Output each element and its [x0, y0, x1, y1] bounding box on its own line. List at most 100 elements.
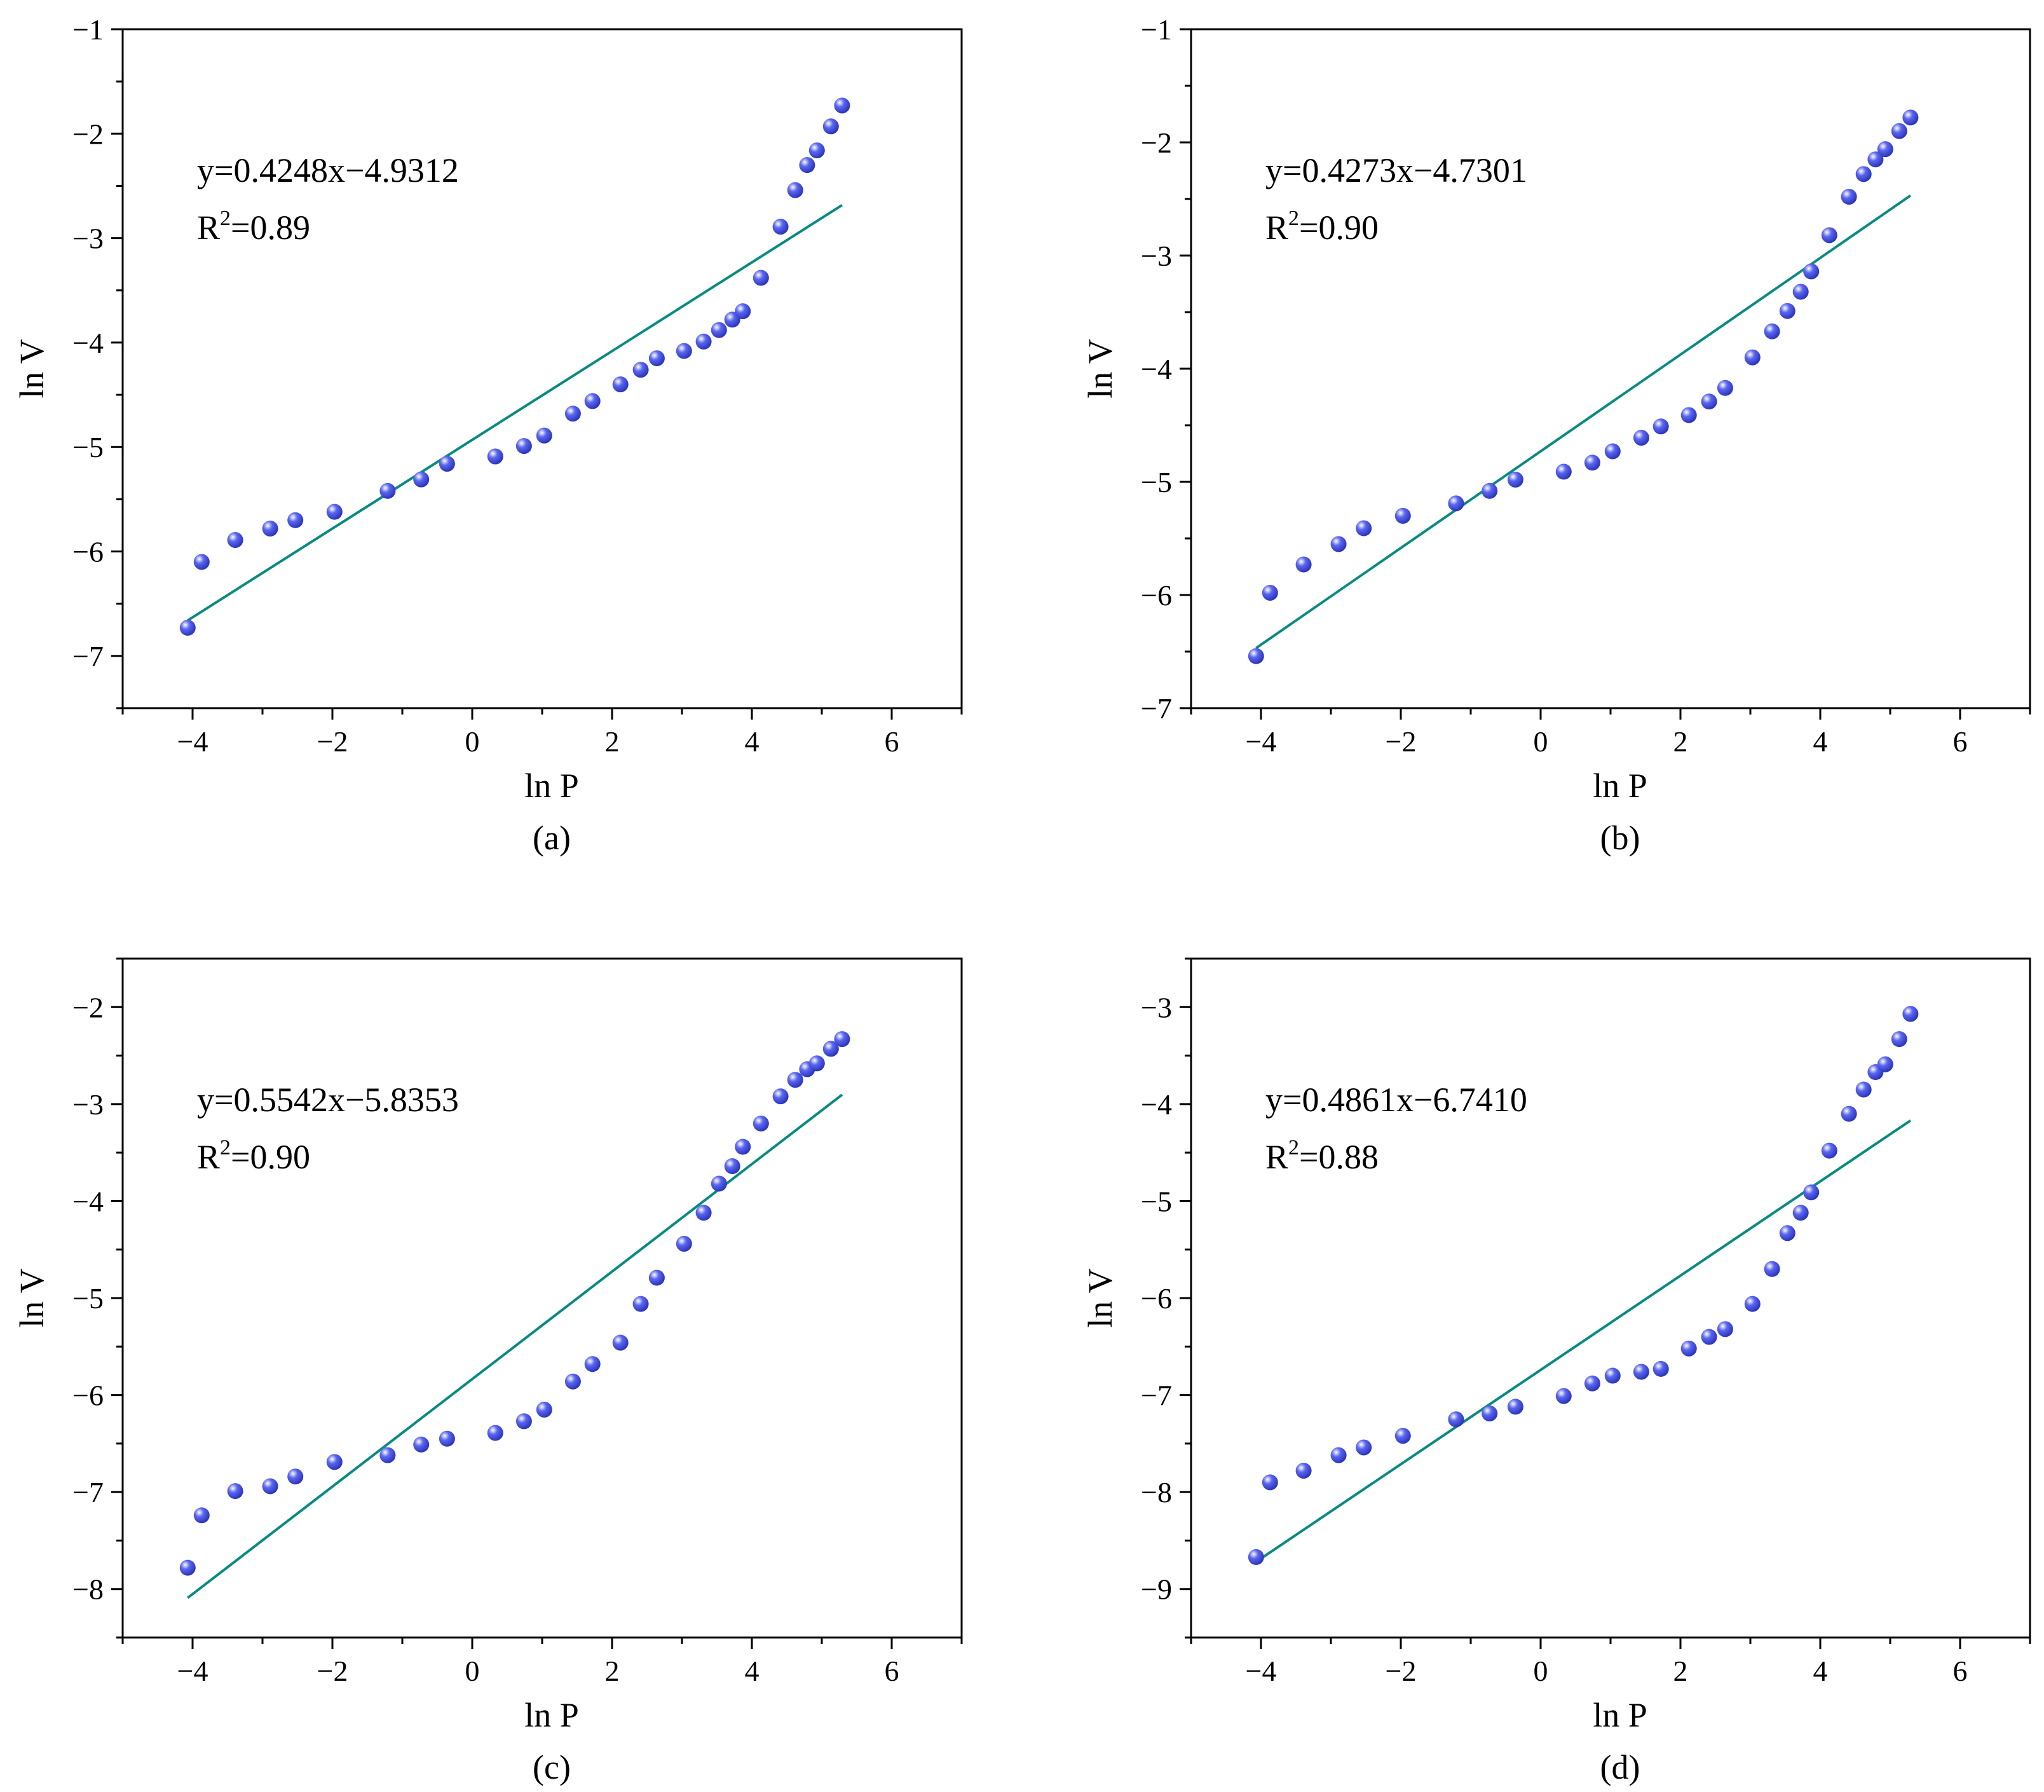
r-squared-prefix: R: [197, 1138, 220, 1176]
data-point: [1448, 495, 1464, 512]
data-point: [632, 362, 649, 378]
data-point: [1652, 1360, 1669, 1377]
data-point: [1902, 1006, 1919, 1022]
y-tick-label: −7: [72, 1476, 104, 1508]
r-squared-prefix: R: [1265, 209, 1288, 247]
y-tick-label: −6: [72, 536, 104, 568]
data-point: [1555, 1388, 1572, 1404]
x-tick-label: 0: [465, 725, 480, 758]
data-point: [772, 219, 789, 235]
data-point: [227, 531, 243, 548]
fit-equation: y=0.4273x−4.7301: [1265, 151, 1527, 189]
y-axis-title: ln V: [1081, 339, 1119, 399]
r-squared-exponent: 2: [1288, 1136, 1299, 1159]
panel-label: (c): [533, 1748, 571, 1786]
r-squared-value: =0.90: [1299, 209, 1379, 247]
fit-line: [1255, 194, 1912, 650]
data-point: [676, 343, 692, 359]
x-tick-label: 4: [1813, 725, 1828, 758]
data-point: [834, 1031, 850, 1048]
y-tick-label: −7: [1141, 1379, 1172, 1412]
data-point: [379, 1447, 396, 1463]
data-point: [834, 97, 850, 114]
data-point: [1841, 188, 1857, 205]
r-squared-prefix: R: [1265, 1138, 1288, 1176]
data-point: [287, 1468, 304, 1485]
data-point: [1764, 323, 1780, 339]
x-tick-label: 2: [1673, 1655, 1688, 1687]
chart-panel-c: −4 −2 0 2 4 6 −8 −7 −6 −5 −4 −3 −2 ln P ln V (c) y=0.554…: [13, 957, 963, 1786]
data-point: [564, 1373, 581, 1390]
chart-panel-b: −4 −2 0 2 4 6 −7 −6 −5 −4 −3 −2 −1 ln P ln V (b) y=0.427…: [1081, 13, 2031, 857]
data-point: [1633, 1364, 1649, 1380]
data-point: [1717, 1321, 1733, 1337]
data-point: [1877, 1056, 1893, 1072]
data-point: [1330, 1447, 1347, 1463]
data-point: [1394, 1428, 1411, 1444]
fit-equation: y=0.4248x−4.9312: [197, 151, 459, 189]
data-point: [1448, 1411, 1464, 1428]
data-point: [564, 406, 581, 422]
data-point: [648, 1269, 665, 1286]
data-point: [1604, 443, 1621, 460]
x-axis-title: ln P: [1593, 767, 1647, 805]
x-tick-label: 6: [885, 1655, 899, 1687]
data-point: [1356, 520, 1372, 537]
data-point: [515, 438, 532, 455]
data-point: [632, 1296, 649, 1312]
y-tick-label: −7: [1141, 692, 1172, 725]
data-point: [1507, 471, 1523, 488]
r-squared-exponent: 2: [220, 1136, 231, 1159]
data-point: [822, 118, 839, 135]
data-point: [1821, 227, 1837, 243]
data-point: [536, 1401, 552, 1418]
plot-frame: [121, 957, 963, 1639]
data-point: [1507, 1399, 1523, 1415]
data-point: [584, 1356, 601, 1372]
y-axis-title: ln V: [1081, 1268, 1119, 1328]
x-tick-label: 2: [1673, 725, 1688, 758]
y-tick-label: −5: [72, 1282, 104, 1315]
panel-label: (d): [1600, 1748, 1640, 1786]
x-axis-title: ln P: [524, 767, 579, 805]
data-point: [487, 448, 503, 465]
data-point: [1262, 1474, 1278, 1491]
x-tick-label: −2: [317, 1655, 348, 1687]
data-point: [262, 1478, 278, 1494]
data-point: [612, 1334, 629, 1351]
data-point: [711, 1175, 727, 1192]
data-point: [536, 427, 552, 444]
data-point: [1891, 123, 1907, 139]
r-squared-exponent: 2: [1288, 207, 1299, 230]
x-tick-label: 4: [1813, 1655, 1828, 1687]
fit-line: [187, 1093, 843, 1599]
x-tick-label: 0: [1534, 1655, 1548, 1687]
data-point: [439, 1430, 455, 1447]
data-point: [1295, 556, 1312, 573]
r-squared: R2=0.88: [1265, 1136, 1379, 1176]
data-point: [487, 1425, 503, 1441]
y-tick-label: −4: [72, 327, 104, 359]
y-tick-label: −8: [72, 1573, 104, 1606]
data-point: [193, 1507, 210, 1524]
data-point: [1604, 1367, 1621, 1384]
data-point: [648, 350, 665, 367]
data-point: [1633, 430, 1649, 446]
data-point: [1701, 1329, 1717, 1345]
data-point: [1855, 1081, 1872, 1098]
panel-label: (b): [1600, 819, 1640, 857]
data-point: [1295, 1463, 1312, 1479]
data-point: [676, 1236, 692, 1252]
data-point: [1584, 1375, 1600, 1392]
x-tick-label: 2: [605, 1655, 620, 1687]
data-point: [193, 554, 210, 570]
data-point: [1248, 1549, 1264, 1565]
fit-equation: y=0.4861x−6.7410: [1265, 1081, 1527, 1119]
data-point: [735, 303, 751, 320]
data-point: [1555, 463, 1572, 480]
x-tick-label: 6: [1953, 1655, 1968, 1687]
r-squared: R2=0.89: [197, 207, 310, 247]
y-tick-label: −6: [1141, 579, 1172, 612]
data-point: [262, 520, 278, 537]
x-axis-title: ln P: [524, 1696, 579, 1734]
